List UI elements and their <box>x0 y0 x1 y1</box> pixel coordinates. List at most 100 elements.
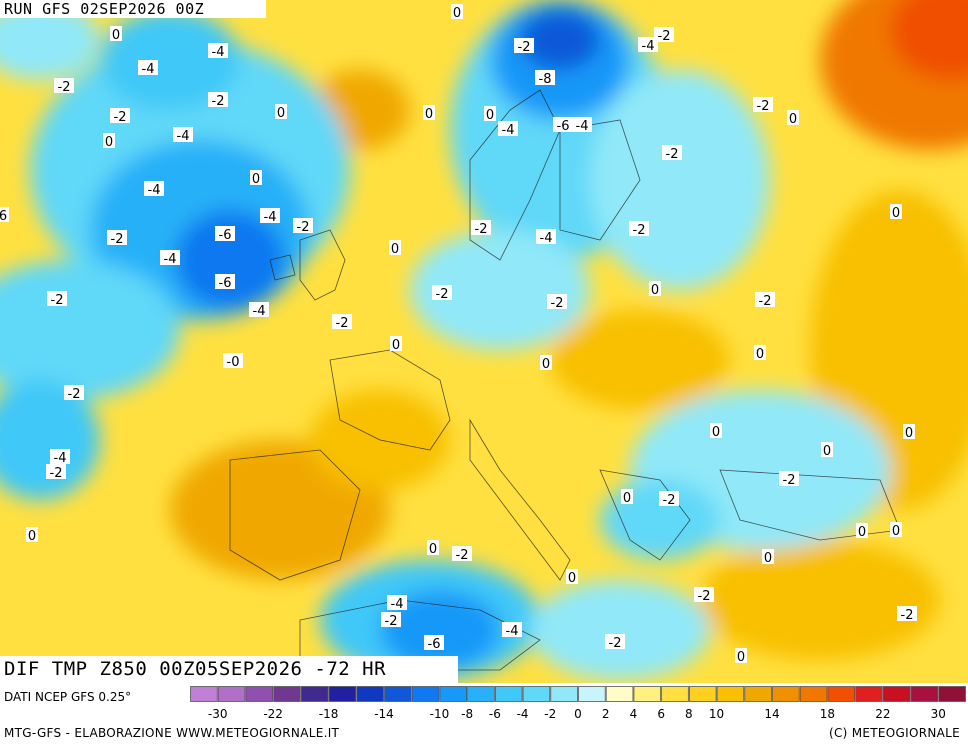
colorbar-swatch <box>522 686 551 702</box>
svg-text:0: 0 <box>453 6 461 21</box>
contour-label: -2 <box>514 38 534 55</box>
contour-label: -8 <box>535 70 555 87</box>
contour-label: -2 <box>293 218 313 235</box>
contour-label: 0 <box>903 424 915 441</box>
contour-label: -4 <box>536 229 556 246</box>
contour-label: 0 <box>389 240 401 257</box>
contour-label: -2 <box>694 587 714 604</box>
svg-text:-4: -4 <box>576 119 589 134</box>
svg-text:-4: -4 <box>253 304 266 319</box>
svg-text:0: 0 <box>905 426 913 441</box>
svg-text:0: 0 <box>277 106 285 121</box>
svg-text:-4: -4 <box>642 39 655 54</box>
colorbar-tick-label: -14 <box>374 707 394 721</box>
temperature-colorbar: -30 -22 -18 -14 -10 -8 -6 -4 -2 0 2 4 6 8 10 14 18 22 30 <box>190 686 966 721</box>
colorbar-tick-label: 30 <box>931 707 946 721</box>
svg-text:0: 0 <box>425 107 433 122</box>
svg-text:0: 0 <box>105 135 113 150</box>
colorbar-tick-label: -10 <box>430 707 450 721</box>
contour-label: -6 <box>424 635 444 652</box>
svg-text:-2: -2 <box>609 636 622 651</box>
contour-label: -2 <box>432 285 452 302</box>
contour-label: 0 <box>103 133 115 150</box>
contour-label: -6 <box>215 226 235 243</box>
svg-text:-6: -6 <box>557 119 570 134</box>
contour-label: -2 <box>381 612 401 629</box>
credits-label: MTG-GFS - ELABORAZIONE WWW.METEOGIORNALE… <box>4 726 340 740</box>
colorbar-swatch <box>799 686 828 702</box>
svg-text:0: 0 <box>429 542 437 557</box>
colorbar-tick-label: 2 <box>602 707 610 721</box>
svg-text:0: 0 <box>892 206 900 221</box>
svg-text:-2: -2 <box>658 29 671 44</box>
contour-label: -2 <box>753 97 773 114</box>
contour-label: 0 <box>540 355 552 372</box>
svg-text:0: 0 <box>28 529 36 544</box>
colorbar-swatch <box>467 686 495 702</box>
contour-label: -4 <box>638 37 658 54</box>
contour-label: -4 <box>208 43 228 60</box>
data-source-label: DATI NCEP GFS 0.25° <box>4 690 132 704</box>
svg-text:-4: -4 <box>164 252 177 267</box>
contour-label: -2 <box>54 78 74 95</box>
contour-label: -2 <box>452 546 472 563</box>
svg-text:-2: -2 <box>633 223 646 238</box>
colorbar-swatch <box>855 686 883 702</box>
svg-text:-2: -2 <box>518 40 531 55</box>
contour-label: -6 <box>553 117 573 134</box>
svg-text:-2: -2 <box>901 608 914 623</box>
contour-label: 0 <box>735 648 747 665</box>
run-label: RUN GFS 02SEP2026 00Z <box>0 0 266 18</box>
svg-text:-2: -2 <box>51 293 64 308</box>
contour-label: 0 <box>754 345 766 362</box>
contour-label: 0 <box>250 170 262 187</box>
svg-text:-2: -2 <box>50 466 63 481</box>
svg-text:-6: -6 <box>428 637 441 652</box>
contour-label: 0 <box>566 569 578 586</box>
svg-text:-2: -2 <box>759 294 772 309</box>
colorbar-tick-label: 8 <box>685 707 693 721</box>
contour-label: -4 <box>144 181 164 198</box>
colorbar-swatch <box>578 686 606 702</box>
contour-label: 0 <box>649 281 661 298</box>
svg-text:0: 0 <box>764 551 772 566</box>
svg-text:-4: -4 <box>148 183 161 198</box>
svg-text:-4: -4 <box>506 624 519 639</box>
contour-label: 0 <box>423 105 435 122</box>
contour-label: -4 <box>387 595 407 612</box>
svg-text:-6: -6 <box>219 228 232 243</box>
colorbar-swatch <box>245 686 274 702</box>
svg-text:0: 0 <box>823 444 831 459</box>
contour-label: 0 <box>787 110 799 127</box>
field-label: DIF TMP Z850 00Z05SEP2026 -72 HR <box>0 656 458 683</box>
svg-text:-0: -0 <box>227 355 240 370</box>
svg-text:-2: -2 <box>385 614 398 629</box>
contour-label: 0 <box>26 527 38 544</box>
contour-label: -2 <box>779 471 799 488</box>
svg-text:-2: -2 <box>111 232 124 247</box>
svg-text:0: 0 <box>737 650 745 665</box>
contour-label: -2 <box>471 220 491 237</box>
contour-label: 0 <box>484 106 496 123</box>
contour-label: -4 <box>572 117 592 134</box>
colorbar-tick-label: 0 <box>574 707 582 721</box>
copyright-label: (C) METEOGIORNALE <box>828 726 960 740</box>
svg-text:-2: -2 <box>475 222 488 237</box>
svg-text:-4: -4 <box>54 451 67 466</box>
svg-text:0: 0 <box>651 283 659 298</box>
contour-label: -2 <box>547 294 567 311</box>
svg-text:-2: -2 <box>757 99 770 114</box>
colorbar-swatch <box>356 686 384 702</box>
svg-text:0: 0 <box>392 338 400 353</box>
svg-text:-2: -2 <box>336 316 349 331</box>
contour-label: -2 <box>662 145 682 162</box>
colorbar-swatch <box>300 686 329 702</box>
colorbar-tick-label: 6 <box>657 707 665 721</box>
colorbar-swatch <box>605 686 634 702</box>
colorbar-swatch <box>439 686 468 702</box>
colorbar-tick-label: -22 <box>263 707 283 721</box>
svg-text:-4: -4 <box>177 129 190 144</box>
contour-label: -2 <box>46 464 66 481</box>
contour-label: -2 <box>897 606 917 623</box>
contour-label: -2 <box>629 221 649 238</box>
